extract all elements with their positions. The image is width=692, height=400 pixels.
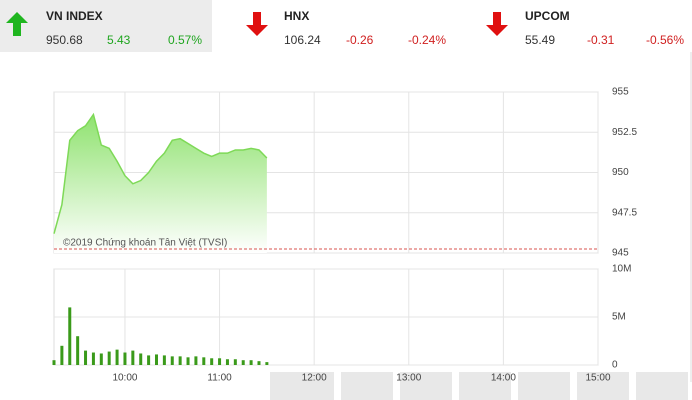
y-tick-label: 10M xyxy=(612,264,631,275)
bar xyxy=(68,307,72,365)
x-tick-label: 14:00 xyxy=(491,373,516,384)
bar xyxy=(233,359,237,365)
index-change: 5.43 xyxy=(107,33,131,47)
bar xyxy=(107,351,111,365)
chart: 945 947.5 950 952.5 955 ©2019 Chứng khoán Tân… xyxy=(52,52,692,400)
bar xyxy=(265,362,269,365)
index-tile[interactable]: VN INDEX 950.68 5.43 0.57% xyxy=(0,0,212,52)
x-tick-label: 15:00 xyxy=(585,373,610,384)
up-arrow xyxy=(6,12,28,36)
area xyxy=(54,114,267,253)
bar xyxy=(131,350,135,365)
x-tick-label: 11:00 xyxy=(207,373,232,384)
bar xyxy=(257,361,261,365)
down-arrow xyxy=(246,12,268,36)
bar xyxy=(115,349,119,365)
index-tile[interactable]: UPCOM 55.49 -0.31 -0.56% xyxy=(480,0,692,52)
down-arrow xyxy=(486,12,508,36)
bar xyxy=(84,350,88,365)
y-tick-label: 945 xyxy=(612,248,629,259)
bar xyxy=(139,353,143,365)
y-tick-label: 952.5 xyxy=(612,127,637,138)
bar xyxy=(162,355,166,365)
index-percent: -0.56% xyxy=(646,33,685,47)
bar xyxy=(186,357,190,365)
bar xyxy=(154,354,158,365)
index-tile[interactable]: HNX 106.24 -0.26 -0.24% xyxy=(238,0,468,52)
index-value: 55.49 xyxy=(525,33,556,47)
bar xyxy=(225,359,229,365)
bar xyxy=(241,360,245,365)
bar xyxy=(91,352,95,365)
index-name: VN INDEX xyxy=(46,9,103,23)
index-change: -0.26 xyxy=(346,33,374,47)
button[interactable] xyxy=(400,372,452,400)
index-value: 106.24 xyxy=(284,33,321,47)
bar xyxy=(202,357,206,365)
index-value: 950.68 xyxy=(46,33,83,47)
button[interactable] xyxy=(636,372,688,400)
button[interactable] xyxy=(577,372,629,400)
index-percent: 0.57% xyxy=(168,33,203,47)
annotation: ©2019 Chứng khoán Tân Việt (TVSI) xyxy=(63,238,227,249)
bar xyxy=(76,336,80,365)
button[interactable] xyxy=(518,372,570,400)
bar xyxy=(52,360,56,365)
index-percent: -0.24% xyxy=(408,33,447,47)
bar xyxy=(178,356,182,365)
y-tick-label: 955 xyxy=(612,87,629,98)
button[interactable] xyxy=(459,372,511,400)
y-tick-label: 947.5 xyxy=(612,207,637,218)
y-tick-label: 0 xyxy=(612,360,618,371)
index-change: -0.31 xyxy=(587,33,615,47)
bar xyxy=(147,355,151,365)
bar xyxy=(194,356,198,365)
bar xyxy=(218,358,222,365)
bar xyxy=(60,345,64,365)
y-tick-label: 5M xyxy=(612,312,626,323)
line xyxy=(53,112,268,234)
bar xyxy=(170,356,174,365)
x-tick-label: 10:00 xyxy=(112,373,137,384)
button[interactable] xyxy=(341,372,393,400)
button[interactable] xyxy=(270,372,334,400)
x-tick-label: 12:00 xyxy=(302,373,327,384)
y-tick-label: 950 xyxy=(612,167,629,178)
bar xyxy=(210,358,214,365)
index-name: UPCOM xyxy=(525,9,570,23)
bar xyxy=(249,360,253,365)
bar xyxy=(99,353,103,365)
x-tick-label: 13:00 xyxy=(396,373,421,384)
bar xyxy=(123,352,127,365)
index-name: HNX xyxy=(284,9,310,23)
